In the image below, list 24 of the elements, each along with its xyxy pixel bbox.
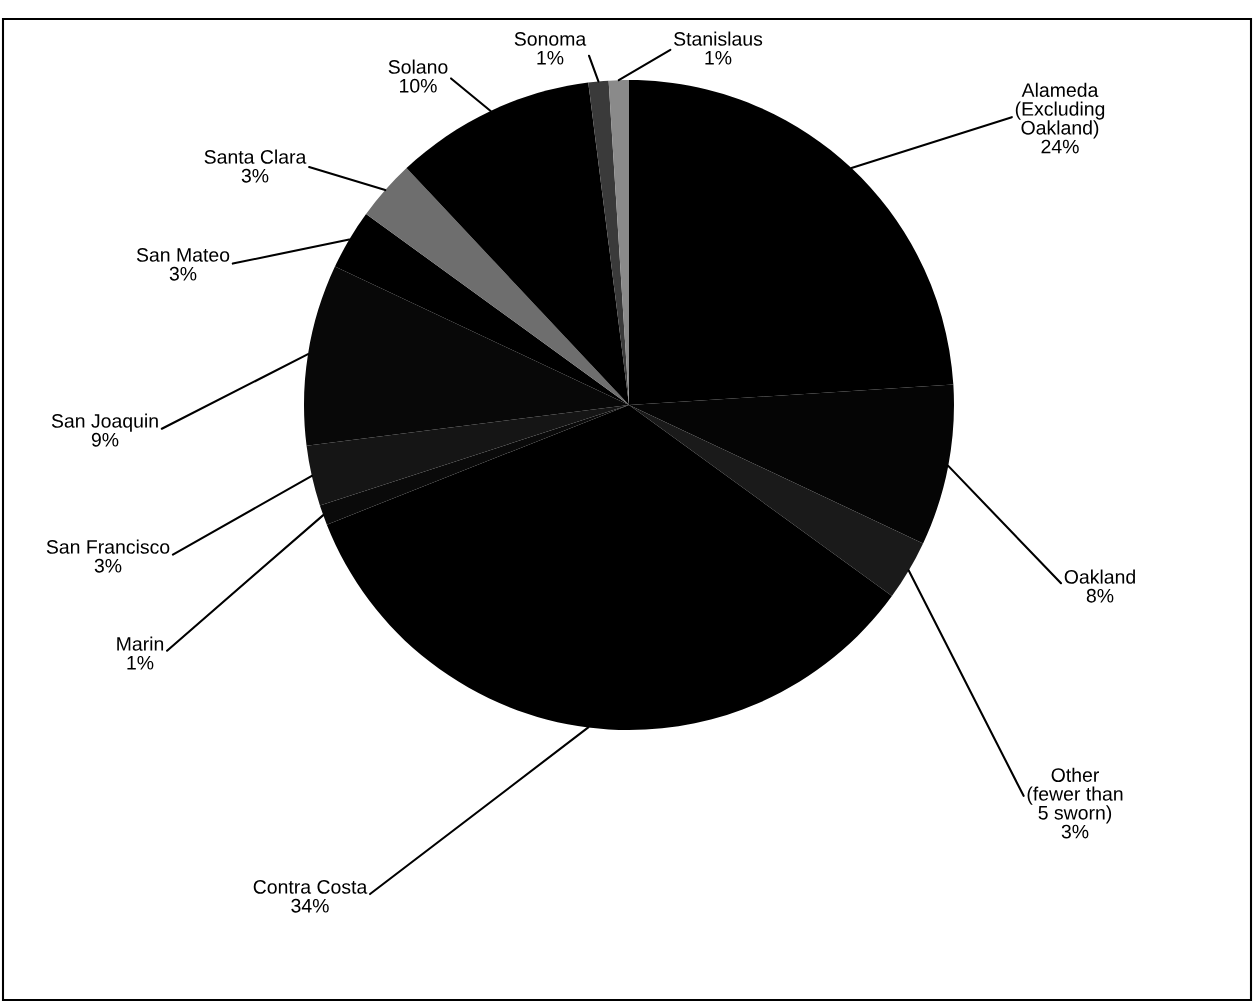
- data-label: 34%: [291, 898, 329, 913]
- data-label: 3%: [241, 168, 269, 183]
- slice-label: Santa Clara: [204, 149, 307, 164]
- slice-label: Solano: [388, 59, 448, 74]
- slice-label: Stanislaus: [674, 31, 763, 46]
- data-label: 10%: [400, 78, 437, 93]
- data-label: 3%: [169, 266, 197, 281]
- slice-label: Marin: [117, 636, 164, 651]
- slice-label: San Francisco: [46, 539, 170, 554]
- data-label: 8%: [1086, 588, 1114, 603]
- slice-label: San Joaquin: [51, 413, 158, 432]
- data-label: 1%: [127, 655, 154, 670]
- slice-label: San Mateo: [136, 248, 230, 262]
- data-label: 24%: [1041, 139, 1079, 154]
- slice-label: Other (fewer than 5 sworn): [1027, 767, 1123, 824]
- data-label: 9%: [91, 432, 119, 447]
- slice-label: Alameda (Excluding Oakland): [1015, 82, 1105, 139]
- slice-label: Oakland: [1064, 569, 1135, 584]
- data-label: 1%: [705, 50, 732, 65]
- data-label: 3%: [94, 558, 122, 573]
- slice-label: Contra Costa: [253, 880, 368, 894]
- data-label: 1%: [537, 50, 564, 65]
- slice-label: Sonoma: [514, 32, 587, 46]
- data-label: 3%: [1061, 824, 1089, 839]
